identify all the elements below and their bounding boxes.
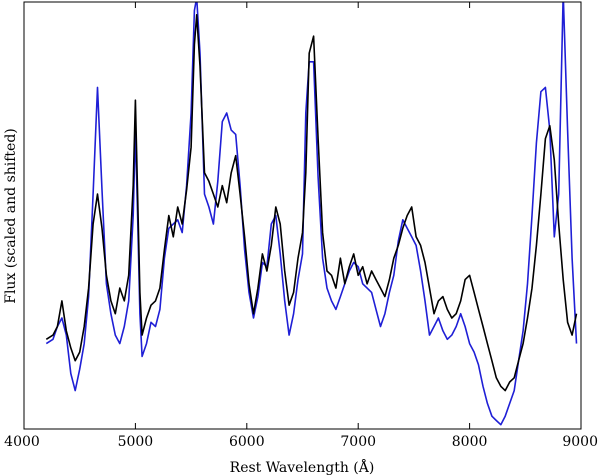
plot-area [45,2,578,426]
x-tick-label: 7000 [340,434,376,450]
x-tick-label: 6000 [229,434,265,450]
x-tick-label: 4000 [4,434,40,450]
plot-frame [23,1,582,430]
x-axis-label: Rest Wavelength (Å) [230,458,375,476]
x-tick-label: 8000 [452,434,488,450]
x-tick-label: 9000 [562,434,598,450]
y-axis-label: Flux (scaled and shifted) [3,128,19,304]
spectrum-line-1 [45,14,578,392]
x-axis: 4000 5000 6000 7000 8000 9000 [4,2,598,450]
spectrum-line-2 [45,2,578,426]
x-tick-label: 5000 [118,434,154,450]
series-layer [45,2,578,426]
